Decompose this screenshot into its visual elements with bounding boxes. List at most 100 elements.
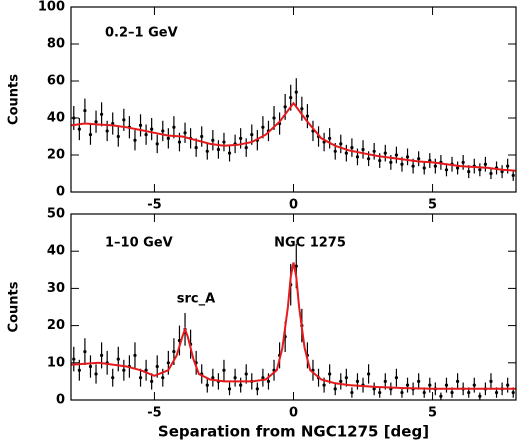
data-point	[289, 96, 293, 100]
data-point	[155, 364, 159, 369]
data-point	[99, 112, 104, 116]
data-point	[405, 155, 410, 159]
data-point	[417, 157, 421, 161]
data-point	[239, 136, 243, 140]
y-tick-label: 60	[47, 74, 65, 89]
data-point	[261, 376, 265, 380]
data-point	[489, 171, 493, 176]
y-tick-label: 40	[47, 111, 65, 126]
data-point	[411, 164, 415, 168]
data-point	[183, 131, 187, 135]
data-point	[394, 153, 399, 157]
data-point	[305, 114, 310, 118]
data-point	[489, 379, 493, 383]
y-tick-label: 20	[47, 148, 65, 163]
data-point	[478, 168, 482, 172]
data-point	[172, 350, 176, 354]
data-point	[372, 149, 376, 153]
data-point	[261, 125, 265, 129]
model-line	[70, 101, 517, 172]
data-point	[355, 379, 360, 383]
data-point	[294, 264, 298, 268]
data-point	[350, 390, 354, 395]
data-point	[455, 379, 460, 383]
data-point	[339, 379, 343, 383]
data-point	[233, 376, 237, 380]
y-tick-label: 0	[56, 185, 65, 200]
data-point	[88, 364, 93, 369]
data-point	[122, 118, 126, 122]
data-point	[161, 376, 165, 380]
data-point	[133, 353, 137, 357]
data-point	[272, 116, 276, 120]
y-tick-label: 40	[47, 244, 65, 259]
data-point	[333, 387, 337, 391]
data-point	[472, 383, 476, 387]
data-point	[383, 379, 387, 383]
x-tick-label: 5	[428, 198, 437, 213]
data-point	[216, 147, 221, 152]
data-point	[378, 158, 382, 163]
data-point	[211, 376, 215, 380]
data-point	[494, 390, 499, 395]
data-point	[511, 390, 515, 395]
data-point	[250, 133, 254, 137]
data-point	[77, 127, 81, 131]
data-point	[166, 136, 170, 140]
data-point	[333, 149, 337, 153]
data-point	[339, 142, 343, 146]
data-point	[483, 162, 488, 166]
plot-frame	[70, 213, 517, 401]
data-point	[422, 390, 426, 395]
data-point	[244, 372, 248, 376]
data-point	[227, 151, 232, 155]
data-point	[150, 127, 154, 131]
data-point	[444, 168, 449, 172]
annotation: 0.2–1 GeV	[105, 26, 178, 41]
data-point	[400, 162, 404, 166]
data-point	[461, 160, 465, 164]
data-point	[344, 376, 348, 380]
data-point	[211, 138, 215, 142]
data-point	[138, 376, 143, 380]
data-point	[511, 173, 515, 177]
data-point	[94, 372, 98, 376]
data-point	[222, 368, 226, 372]
data-point	[172, 125, 176, 129]
data-point	[194, 146, 198, 150]
data-point	[455, 166, 460, 170]
data-point	[366, 157, 371, 161]
data-point	[99, 353, 104, 357]
data-point	[133, 138, 137, 142]
data-point	[405, 383, 410, 387]
data-point	[428, 383, 432, 387]
data-point	[88, 133, 93, 137]
data-point	[116, 357, 120, 361]
model-line	[70, 262, 516, 390]
data-point	[300, 107, 304, 111]
y-tick-label: 100	[38, 0, 65, 15]
data-point	[83, 350, 87, 354]
data-point	[355, 155, 360, 159]
data-point	[255, 387, 259, 391]
data-point	[122, 368, 126, 372]
annotation: NGC 1275	[274, 236, 346, 251]
x-axis-label: Separation from NGC1275 [deg]	[158, 423, 429, 441]
y-tick-label: 30	[47, 281, 65, 296]
data-point	[72, 116, 76, 120]
data-point	[422, 166, 426, 170]
data-point	[161, 129, 165, 133]
data-point	[244, 146, 248, 150]
data-point	[506, 164, 510, 168]
y-tick-label: 50	[47, 207, 65, 222]
data-point	[116, 134, 120, 139]
x-tick-label: 5	[428, 406, 437, 421]
data-point	[200, 134, 204, 139]
data-point	[138, 123, 143, 127]
data-point	[283, 105, 287, 109]
data-point	[433, 164, 437, 168]
data-point	[467, 390, 471, 395]
data-point	[144, 368, 148, 372]
data-point	[467, 170, 471, 174]
